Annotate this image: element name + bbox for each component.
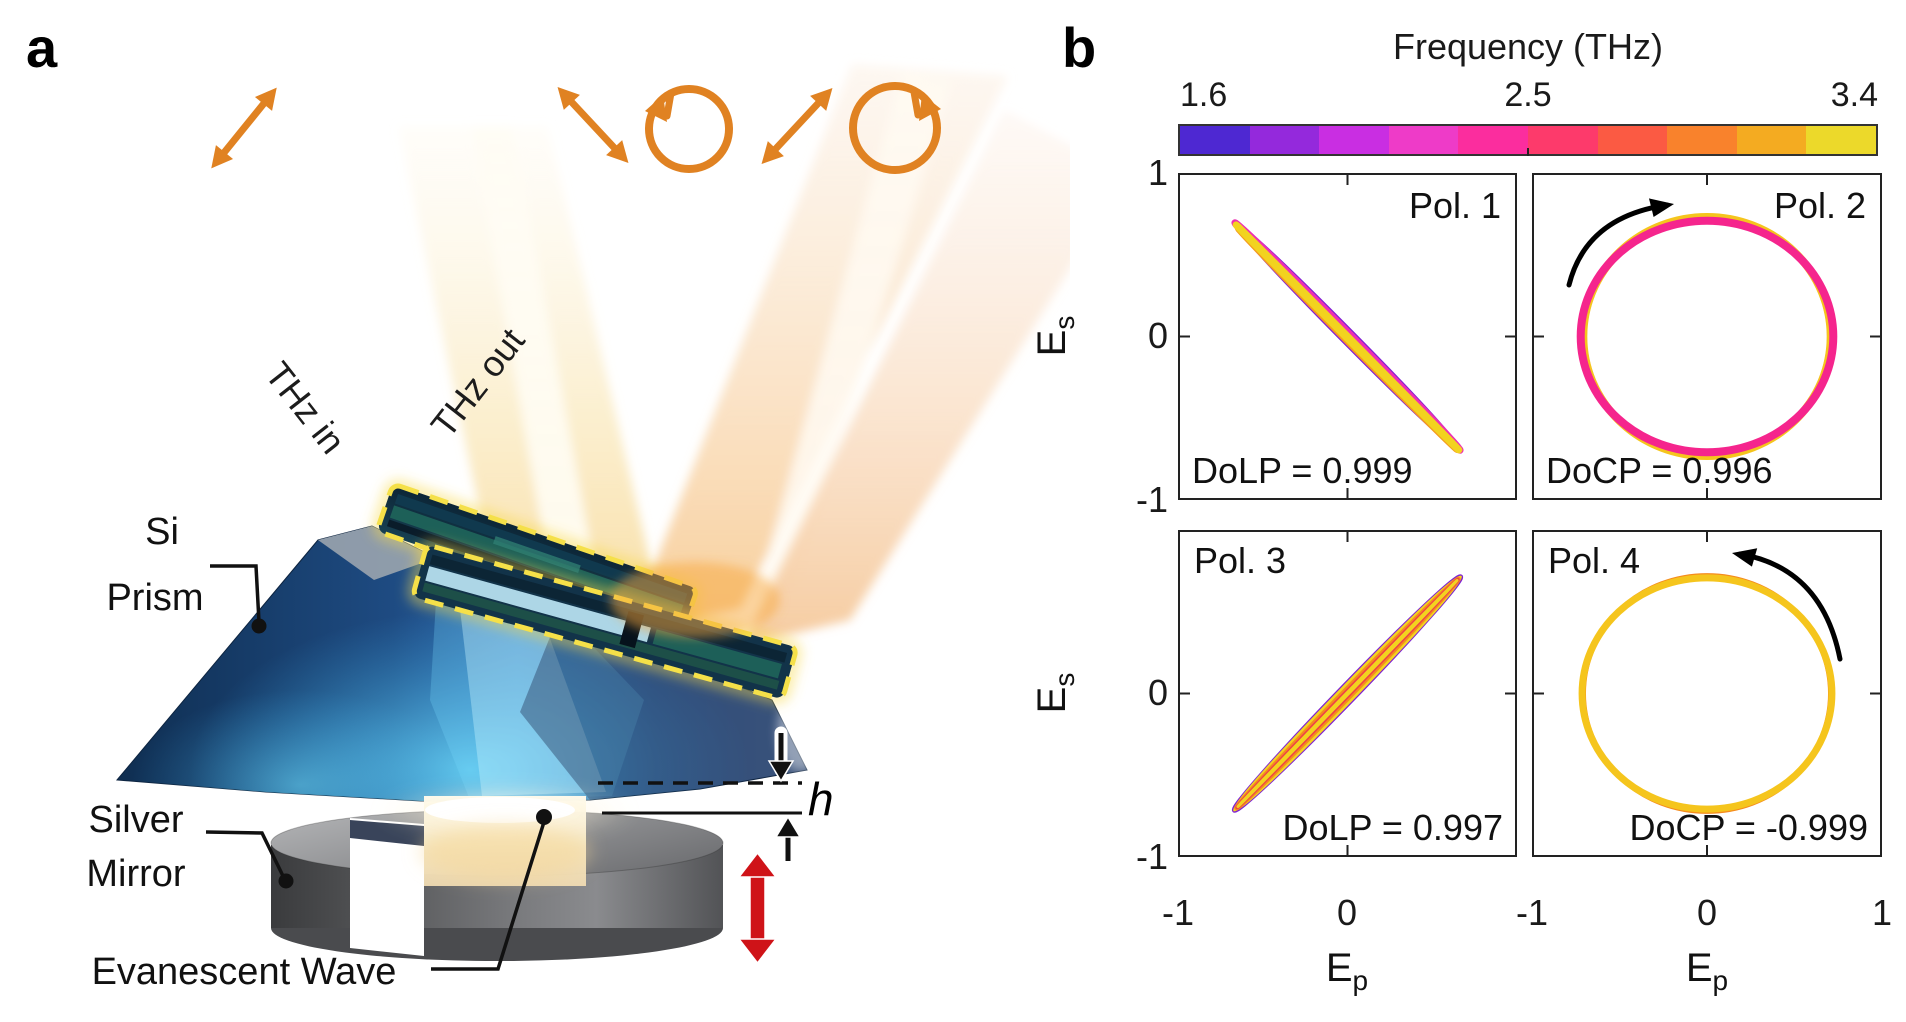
colorbar-segment: [1527, 126, 1598, 154]
xtick: -1: [1515, 892, 1548, 933]
si-prism-shape: [115, 525, 825, 802]
rotation-arrow-icon: [1732, 548, 1843, 662]
xtick: 1: [1871, 892, 1893, 933]
pol2-title: Pol. 2: [1773, 185, 1866, 226]
refracted-beam-inside-prism: [430, 568, 644, 800]
colorbar-segment: [1319, 126, 1389, 154]
xtick: -1: [1161, 892, 1194, 933]
xtick: 0: [1336, 892, 1358, 933]
silver-mirror-leader-dot: [278, 873, 294, 889]
colorbar-title: Frequency (THz): [1392, 26, 1664, 67]
silver-mirror-leader: [205, 830, 285, 877]
evanescent-leader-dot: [536, 809, 552, 825]
axis-ticks: [1180, 532, 1515, 855]
colorbar-tick-max: 3.4: [1830, 76, 1878, 114]
si-prism-label-line1: Si: [145, 511, 179, 553]
circular-pol-cw-icon: [849, 82, 941, 174]
evanescent-leader: [431, 821, 546, 971]
polarization-ellipse-trace: [1232, 221, 1463, 454]
colorbar-segment: [1736, 126, 1807, 154]
plot-pol-2-canvas: [1534, 175, 1880, 498]
rotation-arrow-icon: [1566, 198, 1674, 288]
plot-pol-2: Pol. 2 DoCP = 0.996: [1532, 173, 1882, 500]
panel-a-letter: a: [26, 16, 58, 79]
plot-pol-4-canvas: [1534, 532, 1880, 855]
leader-lines: [205, 564, 546, 971]
colorbar-segment: [1597, 126, 1668, 154]
pol1-title: Pol. 1: [1408, 185, 1501, 226]
ytick: -1: [1135, 836, 1168, 877]
si-prism-label-line2: Prism: [106, 577, 204, 619]
pol3-title: Pol. 3: [1194, 540, 1287, 581]
ep-axis-label: Ep: [1325, 946, 1369, 996]
plot-pol-3: Pol. 3 DoLP = 0.997: [1178, 530, 1517, 857]
xtick: 0: [1696, 892, 1718, 933]
ytick: 1: [1147, 152, 1168, 193]
polarization-ellipse-trace: [1576, 216, 1838, 457]
down-arrow-icon: [767, 726, 795, 783]
silver-mirror-label-line1: Silver: [88, 799, 184, 841]
pol1-trace: [1231, 219, 1464, 454]
es-axis-label: Es: [1030, 315, 1080, 357]
si-prism-leader-dot: [251, 618, 267, 634]
pol3-dolp: DoLP = 0.997: [1282, 807, 1503, 848]
gap-height-label: h: [808, 773, 834, 825]
pol1-dolp: DoLP = 0.999: [1192, 450, 1413, 491]
axis-ticks: [1534, 175, 1880, 498]
up-arrow-icon: [774, 815, 802, 868]
panel-b-letter: b: [1062, 16, 1097, 79]
pol2-docp: DoCP = 0.996: [1546, 450, 1773, 491]
polarization-ellipse-trace: [1578, 574, 1836, 813]
prism-top-facet: [318, 526, 436, 580]
thz-out-beam-2: [742, 110, 1070, 646]
thz-in-beam: [398, 126, 662, 630]
circular-pol-ccw-icon: [645, 85, 733, 173]
es-axis-label: Es: [1030, 672, 1080, 714]
ep-axis-label: Ep: [1685, 946, 1729, 996]
plot-pol-1-canvas: [1180, 175, 1515, 498]
mirror-notch: [350, 818, 424, 956]
red-double-arrow-icon: [737, 851, 778, 965]
linear-pol-arrow-icon: [557, 86, 629, 164]
polarization-ellipse-trace: [1236, 578, 1459, 809]
plot-pol-1: Pol. 1 DoLP = 0.999: [1178, 173, 1517, 500]
silver-mirror-label-line2: Mirror: [86, 853, 186, 895]
colorbar-segment: [1667, 126, 1737, 154]
ytick: 0: [1147, 315, 1168, 356]
pol4-trace: [1578, 573, 1836, 814]
pol2-trace: [1576, 212, 1838, 461]
pol4-title: Pol. 4: [1548, 540, 1641, 581]
colorbar-tick-mid: 2.5: [1504, 76, 1552, 114]
si-prism-leader: [210, 564, 261, 623]
colorbar-segment: [1180, 126, 1250, 154]
colorbar-center-tick: [1527, 148, 1529, 156]
metasurface-device: [372, 479, 802, 705]
thz-out-beam-1: [628, 64, 1008, 632]
pol3-trace: [1231, 574, 1464, 813]
ytick: -1: [1135, 479, 1168, 520]
pol4-docp: DoCP = -0.999: [1629, 807, 1868, 848]
colorbar-segment: [1458, 126, 1528, 154]
linear-pol-arrow-icon: [211, 87, 277, 169]
ytick: 0: [1147, 672, 1168, 713]
axis-ticks: [1534, 532, 1880, 855]
colorbar-segment: [1806, 126, 1876, 154]
colorbar-tick-min: 1.6: [1180, 76, 1228, 114]
linear-pol-arrow-icon: [761, 87, 833, 165]
axis-ticks: [1180, 175, 1515, 498]
schematic-illustration: [115, 64, 1070, 971]
plot-pol-3-canvas: [1180, 532, 1515, 855]
colorbar-segment: [1249, 126, 1320, 154]
gap-dimension-marks: [598, 726, 802, 965]
evanescent-wave-label: Evanescent Wave: [91, 951, 397, 993]
plot-pol-4: Pol. 4 DoCP = -0.999: [1532, 530, 1882, 857]
colorbar-segment: [1388, 126, 1459, 154]
